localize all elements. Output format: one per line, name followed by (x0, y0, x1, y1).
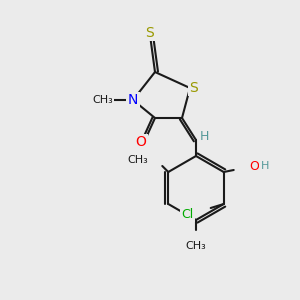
Text: Cl: Cl (182, 208, 194, 220)
Text: H: H (199, 130, 209, 142)
Text: S: S (190, 81, 198, 95)
Text: N: N (128, 93, 138, 107)
Text: H: H (260, 161, 269, 171)
Text: S: S (146, 26, 154, 40)
Text: O: O (136, 135, 146, 149)
Text: O: O (249, 160, 259, 173)
Text: CH₃: CH₃ (128, 155, 148, 165)
Text: CH₃: CH₃ (93, 95, 113, 105)
Text: CH₃: CH₃ (186, 241, 206, 251)
